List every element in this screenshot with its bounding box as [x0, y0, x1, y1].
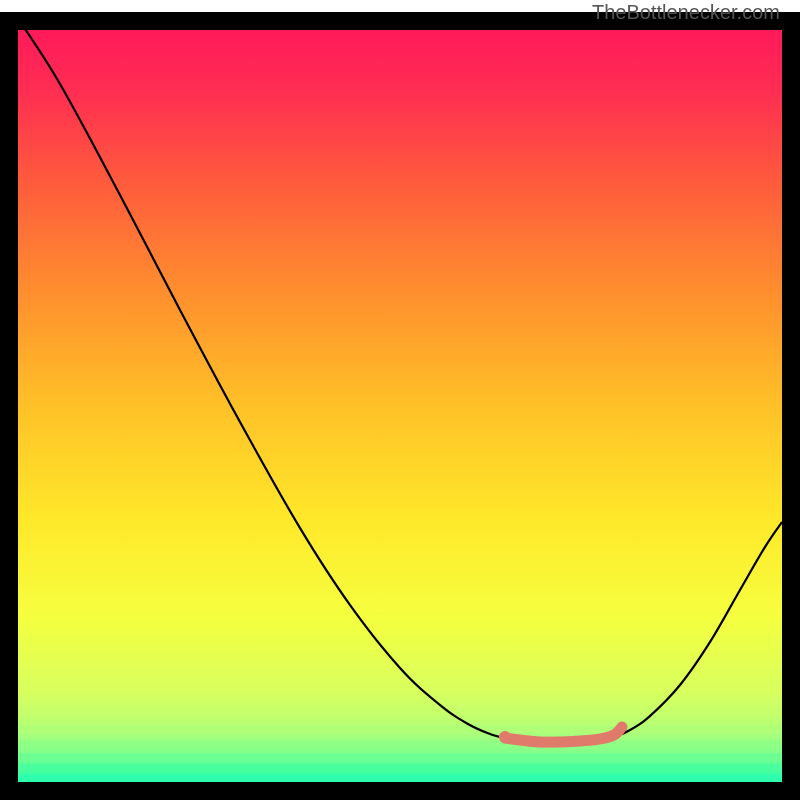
chart-container: TheBottlenecker.com	[0, 0, 800, 800]
bottom-highlight	[505, 727, 622, 742]
curve-layer	[0, 0, 800, 800]
bottom-highlight-dot	[499, 731, 511, 743]
attribution-text: TheBottlenecker.com	[592, 2, 780, 25]
main-curve	[17, 17, 782, 742]
